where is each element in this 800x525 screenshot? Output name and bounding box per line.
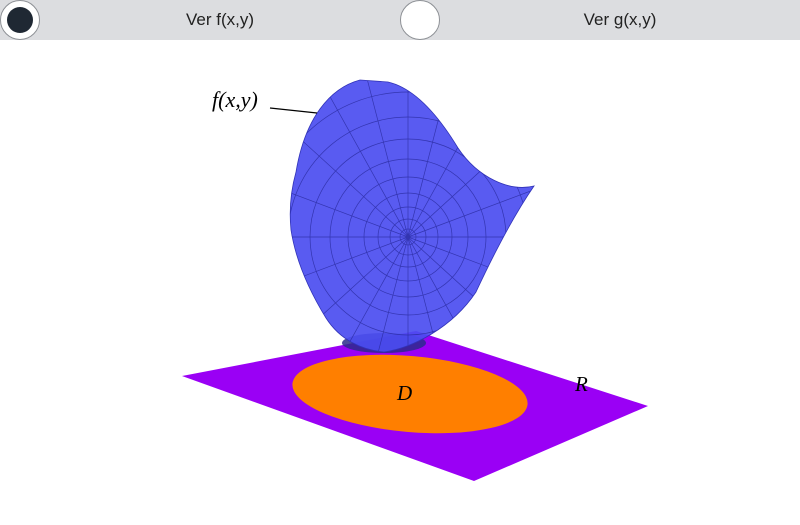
radio-view-g[interactable] — [400, 0, 440, 40]
surface-label: f(x,y) — [212, 87, 258, 112]
region-label: D — [396, 381, 412, 405]
surface-label-leader — [269, 107, 318, 114]
toggle-view-f-label: Ver f(x,y) — [185, 10, 254, 29]
region-d — [292, 354, 528, 434]
graphics-3d-view[interactable]: f(x,y) D R — [0, 40, 800, 525]
rectangle-label: R — [574, 372, 588, 396]
toggle-view-f[interactable]: Ver f(x,y) — [0, 0, 400, 40]
toggle-view-g[interactable]: Ver g(x,y) — [400, 0, 800, 40]
toggle-view-g-label: Ver g(x,y) — [583, 10, 657, 29]
radio-view-f[interactable] — [0, 0, 40, 40]
toolbar: Ver f(x,y) Ver g(x,y) — [0, 0, 800, 40]
surface-f — [289, 79, 535, 353]
radio-dot-icon — [7, 7, 33, 33]
